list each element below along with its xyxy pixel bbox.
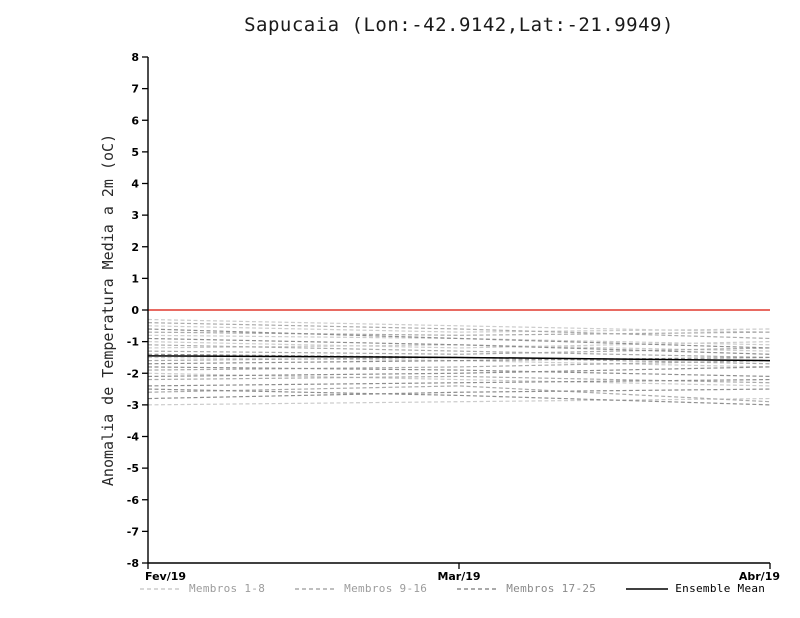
legend-item: Membros 17-25 [457,582,596,595]
svg-text:-7: -7 [127,525,139,538]
svg-text:-2: -2 [127,367,139,380]
legend-item: Ensemble Mean [626,582,765,595]
legend-label: Ensemble Mean [675,582,766,595]
svg-text:5: 5 [131,146,139,159]
legend-label: Membros 9-16 [344,582,428,595]
svg-text:1: 1 [131,272,139,285]
svg-text:0: 0 [131,304,139,317]
chart-title: Sapucaia (Lon:-42.9142,Lat:-21.9949) [244,14,674,36]
legend-item: Membros 9-16 [295,582,427,595]
legend-label: Membros 1-8 [189,582,266,595]
svg-text:7: 7 [131,83,139,96]
svg-text:-3: -3 [127,399,139,412]
legend-item: Membros 1-8 [140,582,265,595]
legend: Membros 1-8 Membros 9-16 Membros 17-25 E… [140,582,788,595]
svg-text:-5: -5 [127,462,139,475]
svg-text:-6: -6 [127,494,140,507]
svg-text:6: 6 [131,114,139,127]
legend-label: Membros 17-25 [506,582,597,595]
svg-text:-1: -1 [127,336,139,349]
legend-line-swatch [140,587,182,590]
svg-text:-8: -8 [127,557,139,570]
svg-text:2: 2 [131,241,139,254]
legend-line-swatch [295,587,338,590]
legend-line-swatch [626,587,669,590]
svg-text:4: 4 [131,178,139,191]
svg-text:8: 8 [131,51,139,64]
svg-text:-4: -4 [127,431,140,444]
svg-text:Fev/19: Fev/19 [145,570,186,583]
legend-line-swatch [457,587,500,590]
svg-text:Mar/19: Mar/19 [437,570,480,583]
svg-text:Abr/19: Abr/19 [739,570,780,583]
svg-text:3: 3 [131,209,139,222]
